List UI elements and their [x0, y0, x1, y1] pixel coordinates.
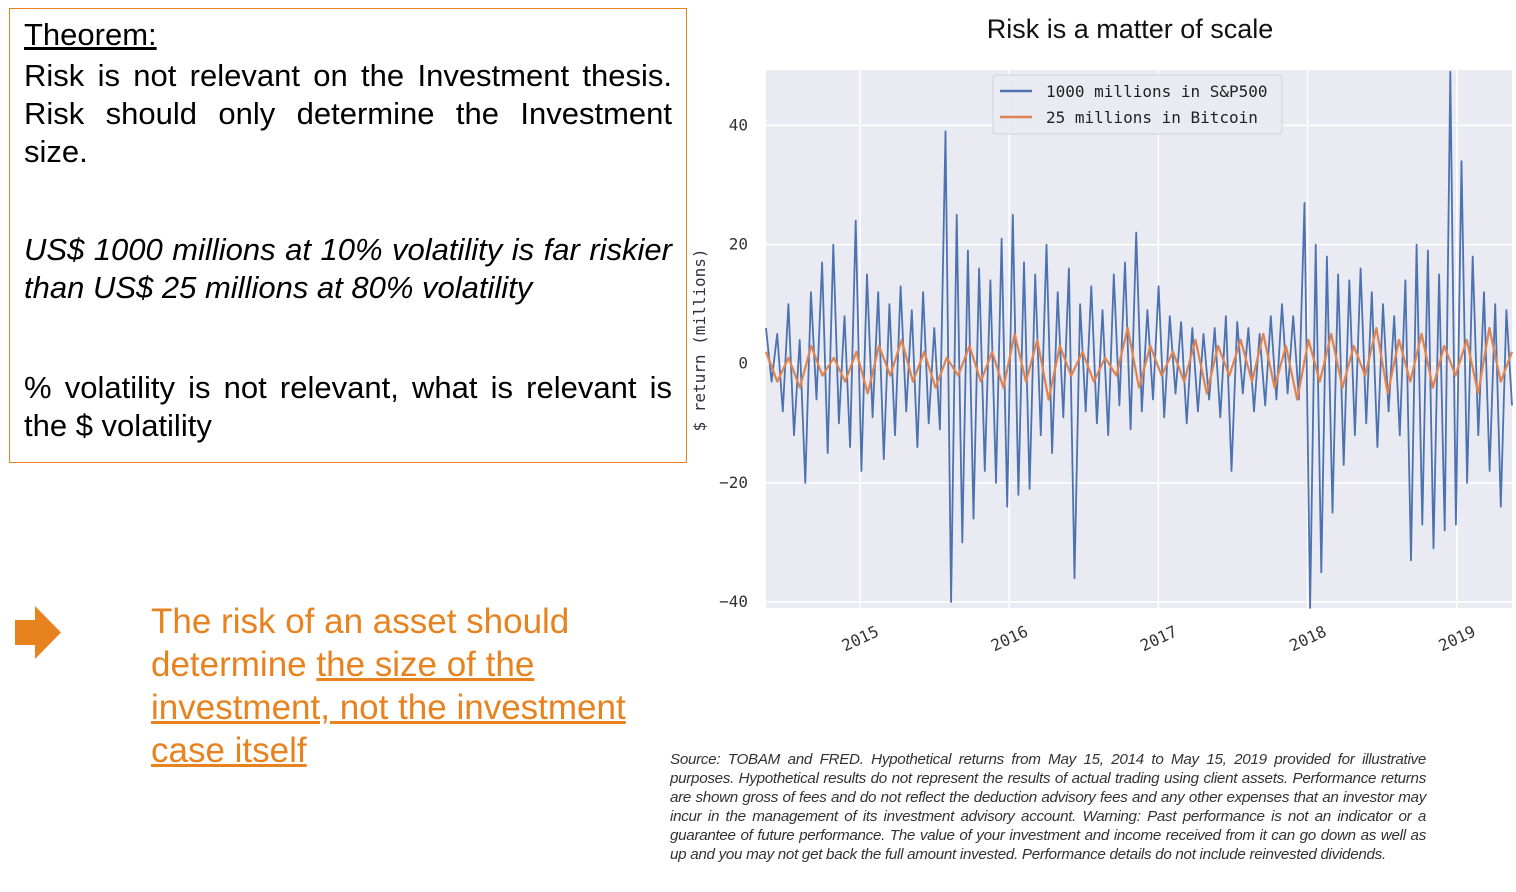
y-tick-label: 0: [738, 354, 748, 373]
arrow-right-icon: [15, 606, 61, 659]
theorem-box: Theorem: Risk is not relevant on the Inv…: [9, 8, 687, 463]
legend-label-sp500: 1000 millions in S&P500: [1046, 82, 1268, 101]
theorem-paragraph-1: Risk is not relevant on the Investment t…: [24, 58, 672, 169]
callout-plain: The risk of an asset should determine: [151, 602, 570, 684]
callout-underlined: the size of the investment, not the inve…: [151, 645, 626, 770]
callout-text: The risk of an asset should determine th…: [151, 600, 631, 772]
x-tick-label: 2016: [988, 622, 1031, 656]
theorem-paragraph-2: US$ 1000 millions at 10% volatility is f…: [24, 232, 672, 305]
y-tick-label: 40: [729, 115, 748, 134]
x-tick-label: 2015: [839, 622, 882, 656]
chart-title: Risk is a matter of scale: [986, 14, 1274, 44]
x-tick-label: 2017: [1137, 622, 1180, 656]
y-axis-label: $ return (millions): [690, 248, 709, 431]
y-tick-label: −20: [719, 473, 748, 492]
x-tick-label: 2019: [1436, 622, 1479, 656]
legend-label-bitcoin: 25 millions in Bitcoin: [1046, 108, 1258, 127]
theorem-heading: Theorem:: [24, 17, 157, 52]
source-note: Source: TOBAM and FRED. Hypothetical ret…: [670, 751, 1426, 863]
legend: 1000 millions in S&P500 25 millions in B…: [992, 74, 1283, 135]
y-tick-label: −40: [719, 592, 748, 611]
y-tick-label: 20: [729, 235, 748, 254]
theorem-paragraph-3: % volatility is not relevant, what is re…: [24, 370, 672, 443]
bitcoin-series-line: [764, 326, 1514, 401]
returns-chart: 2015 2016 2017 2018 2019 −40 −20 0 20 40 $ return…: [690, 70, 1514, 656]
x-tick-label: 2018: [1286, 622, 1329, 656]
